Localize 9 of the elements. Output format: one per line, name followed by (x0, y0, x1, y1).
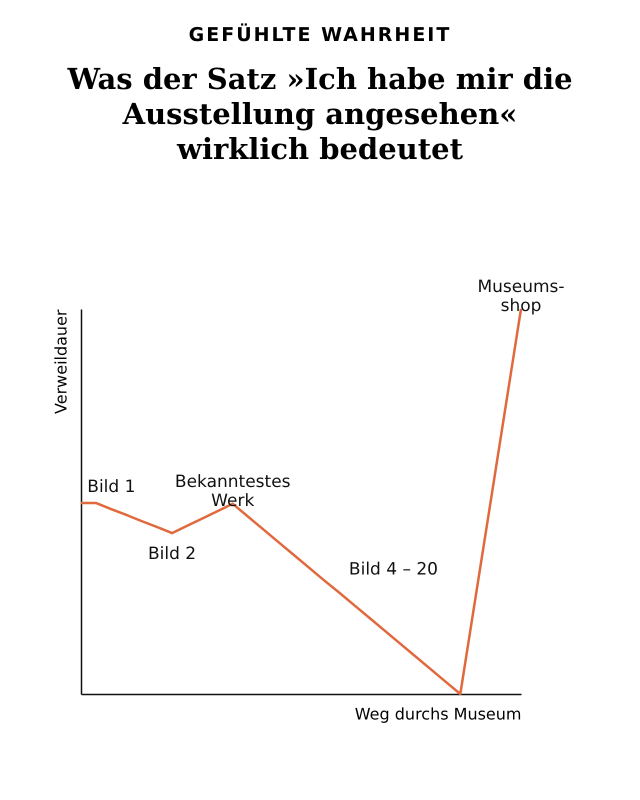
chart-title: Was der Satz »Ich habe mir die Ausstellung angesehen« wirklich bedeutet (66, 62, 574, 166)
chart-subtitle: GEFÜHLTE WAHRHEIT (188, 24, 452, 46)
annotation: Bild 4 – 20 (348, 559, 438, 580)
annotation: Bild 1 (87, 477, 136, 498)
y-axis-title: Verweildauer (52, 309, 70, 414)
annotation: Bild 2 (148, 544, 196, 564)
annotation: Bekanntestes Werk (174, 472, 291, 511)
annotation: Museums- shop (477, 277, 565, 316)
x-axis-title: Weg durchs Museum (354, 704, 522, 724)
